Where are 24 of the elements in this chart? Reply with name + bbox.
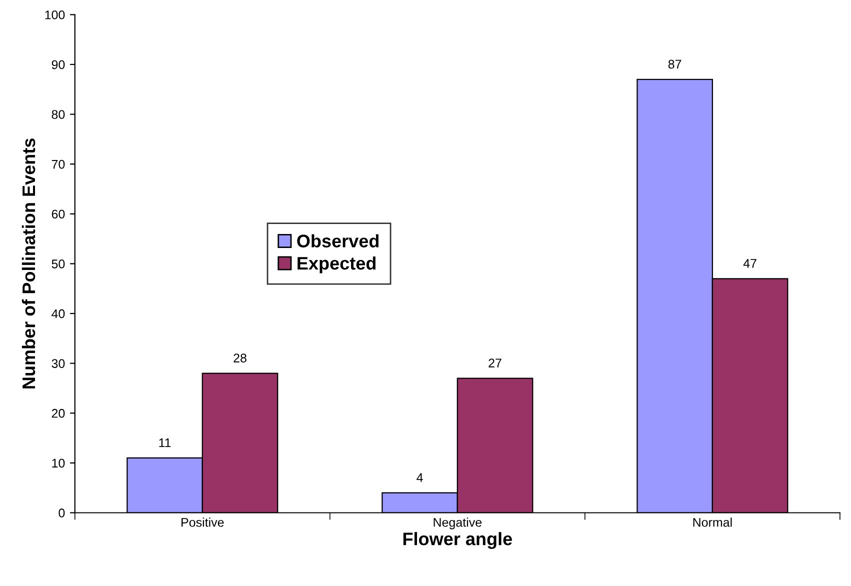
y-tick-label: 30 <box>52 359 65 368</box>
y-tick-label: 70 <box>52 160 65 169</box>
y-tick-label: 100 <box>45 10 65 20</box>
data-label: 27 <box>488 358 502 368</box>
y-tick-label: 10 <box>52 458 65 468</box>
data-label: 47 <box>743 259 756 268</box>
y-tick-label: 80 <box>52 110 65 119</box>
data-label: 28 <box>234 354 246 362</box>
legend-label: Observed <box>297 234 379 248</box>
x-tick-label: Negative <box>434 518 482 530</box>
y-tick-label: 90 <box>52 60 65 70</box>
y-tick-label: 60 <box>52 210 65 219</box>
legend-label: Expected <box>298 256 376 274</box>
data-label: 87 <box>668 60 682 69</box>
data-label: 11 <box>159 438 171 448</box>
x-tick-label: Normal <box>693 518 732 527</box>
y-axis-title: Number of Pollination Events <box>22 138 36 388</box>
x-tick-label: Positive <box>182 518 224 527</box>
y-tick-label: 20 <box>52 408 65 418</box>
data-label: 4 <box>416 473 423 482</box>
y-tick-label: 0 <box>58 508 65 518</box>
y-tick-label: 50 <box>52 260 65 268</box>
y-tick-label: 40 <box>52 309 65 318</box>
x-axis-title: Flower angle <box>403 532 512 549</box>
